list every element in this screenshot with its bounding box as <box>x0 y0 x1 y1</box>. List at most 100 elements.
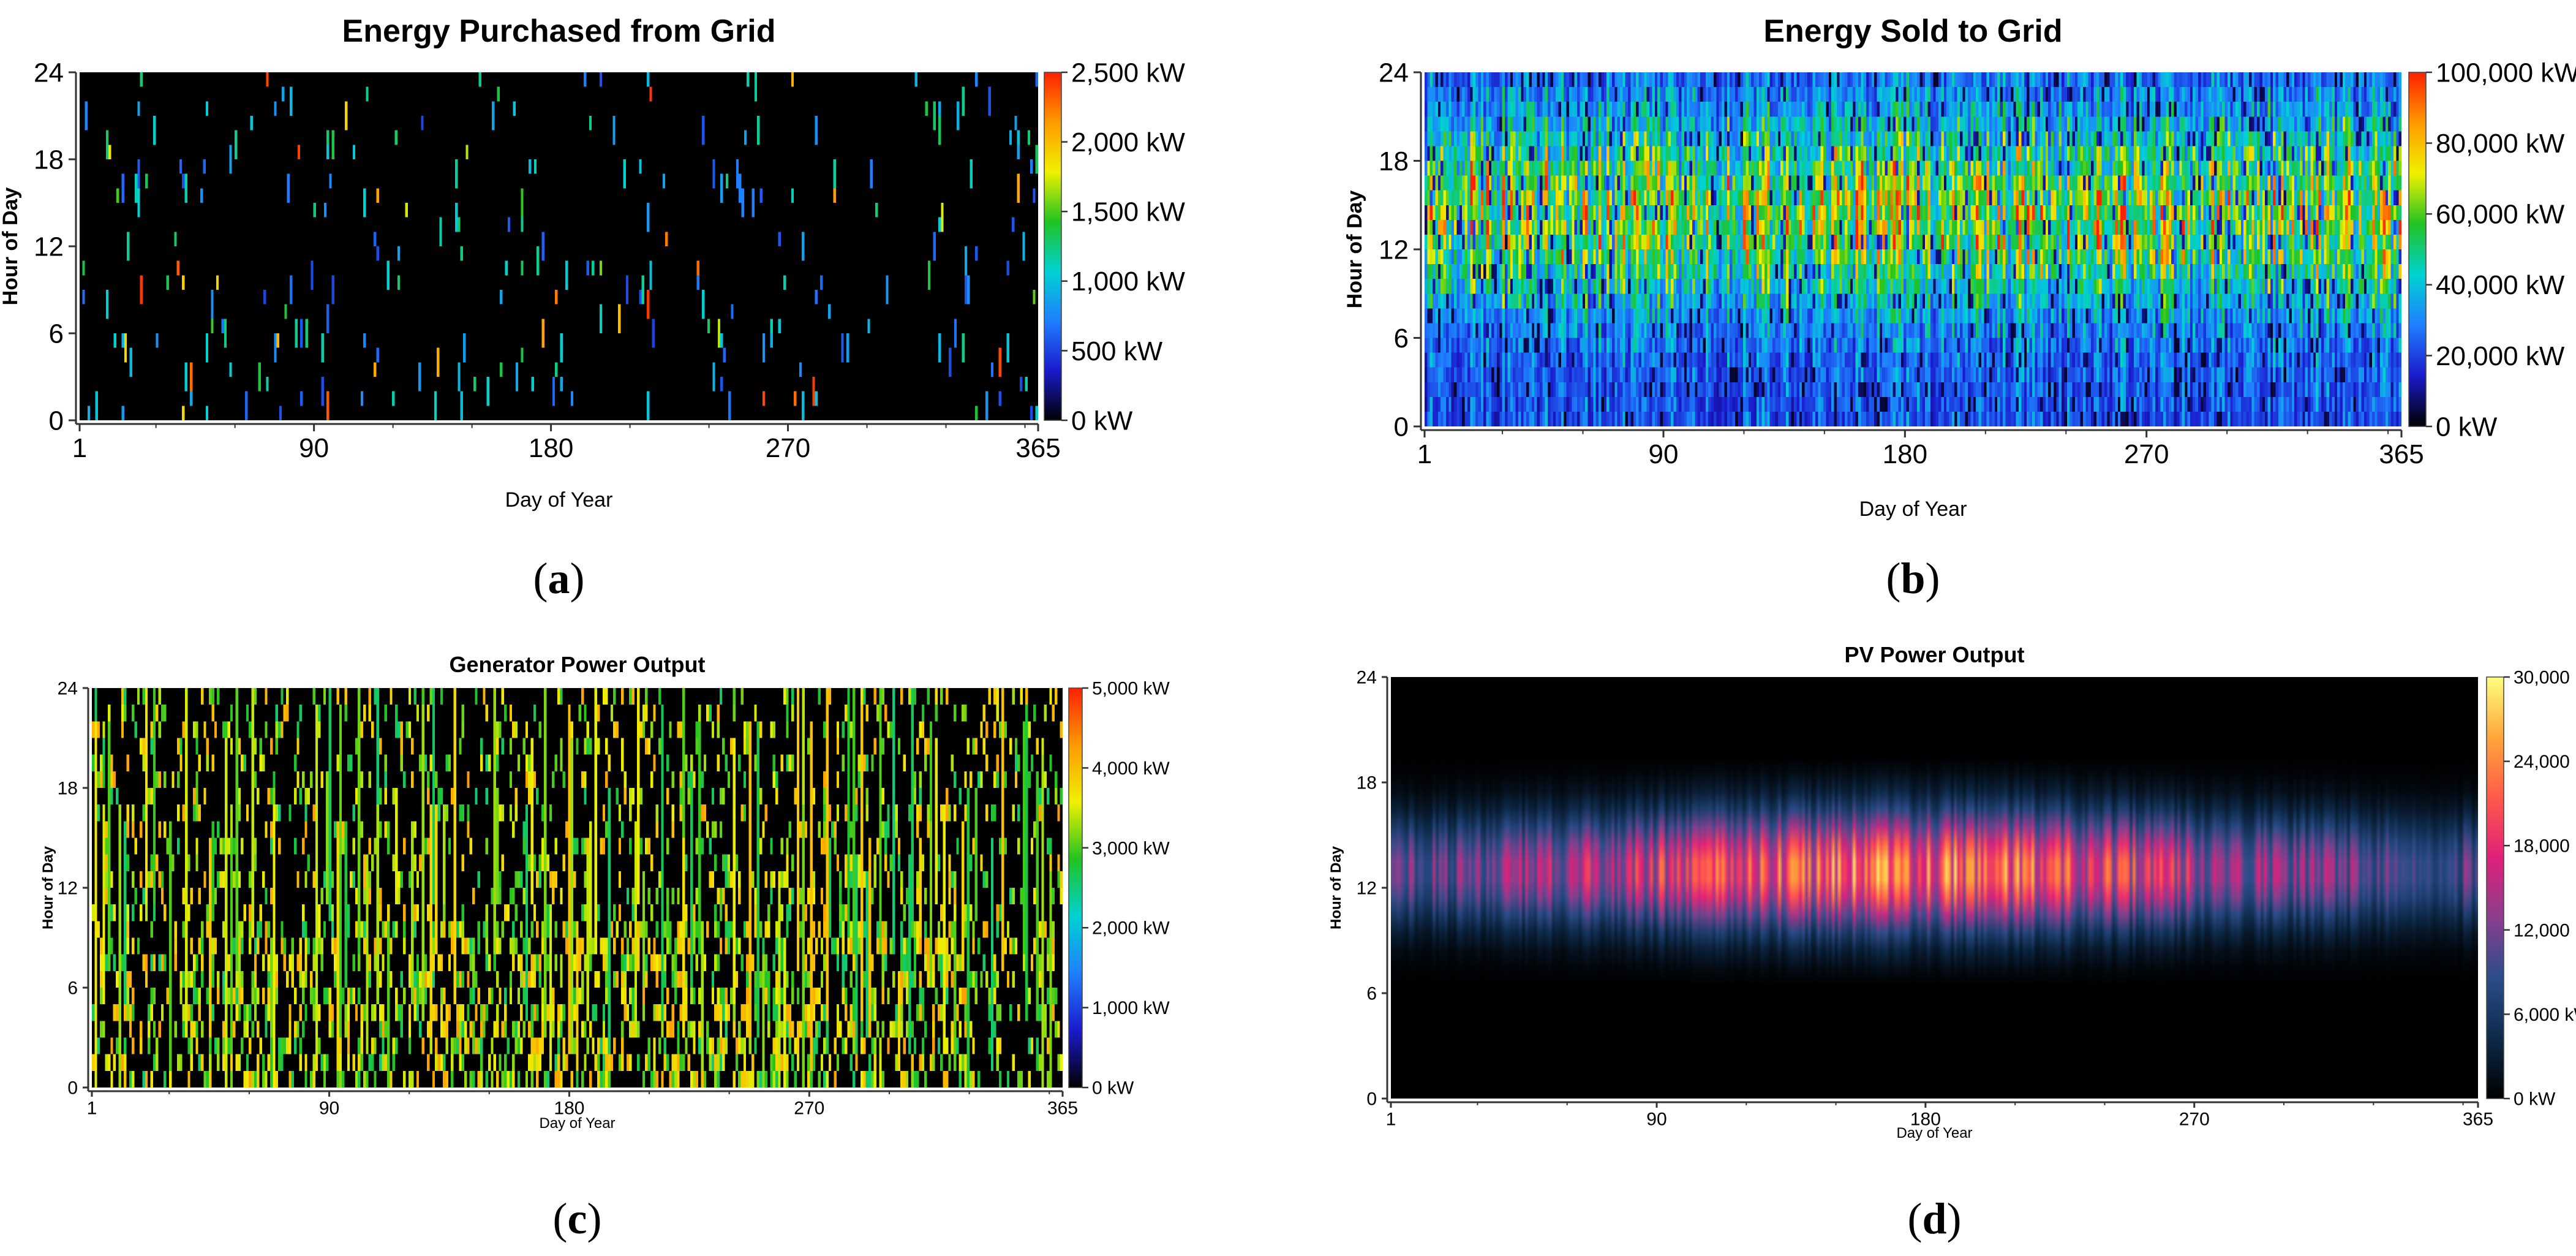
subfigure-letter: a <box>548 554 570 603</box>
y-axis-label: Hour of Day <box>0 187 22 306</box>
heatmap-svg: Energy Sold to Grid 1 90 180 270 365 0 6 12 18 24 D… <box>1343 13 2576 603</box>
y-tick-label: 24 <box>1379 58 1409 88</box>
y-tick-label: 12 <box>34 232 64 262</box>
subfigure-label: (b) <box>1886 554 1940 603</box>
x-tick-label: 365 <box>1015 433 1060 463</box>
y-axis-label: Hour of Day <box>1343 191 1366 309</box>
colorbar <box>2408 72 2427 427</box>
y-tick-label: 0 <box>1366 1089 1377 1110</box>
x-tick-label: 180 <box>529 433 573 463</box>
colorbar-tick-label: 40,000 kW <box>2436 270 2565 300</box>
colorbar-tick-label: 0 kW <box>2514 1089 2556 1110</box>
x-axis-label: Day of Year <box>1859 497 1967 521</box>
x-axis-label: Day of Year <box>539 1115 615 1132</box>
colorbar-tick-label: 30,000 kW <box>2514 668 2576 688</box>
chart-panel-pv-output: PV Power Output 1 90 180 270 365 0 6 12 18 24 Day o… <box>1288 628 2576 1256</box>
y-tick-label: 12 <box>58 879 78 899</box>
x-tick-label: 90 <box>319 1099 339 1119</box>
chart-title: Generator Power Output <box>449 652 705 677</box>
x-axis-label: Day of Year <box>505 488 613 512</box>
colorbar <box>1044 72 1062 421</box>
heatmap-cells <box>1425 72 2401 426</box>
y-axis-label: Hour of Day <box>1328 846 1344 929</box>
heatmap-svg: Energy Purchased from Grid 1 90 180 270 365 0 6… <box>0 13 1185 603</box>
y-tick-label: 6 <box>67 978 78 999</box>
x-tick-label: 270 <box>2179 1110 2210 1130</box>
y-tick-label: 24 <box>1357 668 1377 688</box>
chart-panel-generator-output: Generator Power Output 1 90 180 270 365 0 6 12 18… <box>0 628 1288 1256</box>
y-tick-label: 6 <box>1366 984 1377 1004</box>
colorbar-tick-label: 2,500 kW <box>1071 58 1185 88</box>
colorbar-tick-label: 0 kW <box>2436 412 2498 442</box>
colorbar-tick-label: 0 kW <box>1092 1078 1134 1099</box>
x-tick-label: 1 <box>1417 439 1432 469</box>
y-tick-label: 18 <box>34 145 64 175</box>
x-tick-label: 90 <box>1649 439 1679 469</box>
y-tick-label: 0 <box>67 1078 78 1099</box>
colorbar-tick-label: 18,000 kW <box>2514 836 2576 857</box>
subfigure-letter: d <box>1922 1194 1946 1243</box>
y-tick-label: 18 <box>1357 773 1377 793</box>
colorbar <box>2486 676 2504 1099</box>
colorbar-tick-label: 5,000 kW <box>1092 679 1170 699</box>
colorbar-tick-label: 2,000 kW <box>1071 127 1185 157</box>
x-tick-label: 90 <box>1646 1110 1666 1130</box>
subfigure-letter: b <box>1900 554 1925 603</box>
x-tick-label: 365 <box>2463 1110 2493 1130</box>
y-tick-label: 0 <box>1394 412 1409 442</box>
colorbar-tick-label: 1,500 kW <box>1071 197 1185 227</box>
colorbar-tick-label: 24,000 kW <box>2514 752 2576 772</box>
x-tick-label: 180 <box>554 1099 584 1119</box>
subfigure-label: (d) <box>1907 1194 1961 1243</box>
x-tick-label: 1 <box>87 1099 97 1119</box>
x-tick-label: 365 <box>1047 1099 1078 1119</box>
subfigure-letter: c <box>568 1194 587 1243</box>
colorbar-tick-label: 6,000 kW <box>2514 1005 2576 1025</box>
x-axis-label: Day of Year <box>1896 1125 1972 1141</box>
colorbar-tick-label: 1,000 kW <box>1092 998 1170 1018</box>
y-tick-label: 0 <box>49 406 64 436</box>
y-tick-label: 18 <box>58 779 78 799</box>
subfigure-label: (c) <box>553 1194 602 1243</box>
colorbar-tick-label: 2,000 kW <box>1092 918 1170 939</box>
heatmap-svg: PV Power Output 1 90 180 270 365 0 6 12 18 24 Day o… <box>1328 642 2576 1243</box>
y-tick-label: 12 <box>1379 235 1409 265</box>
x-tick-label: 1 <box>1386 1110 1396 1130</box>
x-tick-label: 90 <box>299 433 329 463</box>
colorbar-tick-label: 500 kW <box>1071 336 1163 366</box>
y-tick-label: 6 <box>1394 323 1409 354</box>
chart-panel-energy-sold: Energy Sold to Grid 1 90 180 270 365 0 6 12 18 24 D… <box>1288 0 2576 628</box>
x-tick-label: 270 <box>794 1099 824 1119</box>
x-tick-label: 270 <box>2124 439 2169 469</box>
heatmap-cells <box>80 72 1038 420</box>
chart-panel-energy-purchased: Energy Purchased from Grid 1 90 180 270 365 0 6… <box>0 0 1288 628</box>
colorbar-tick-label: 20,000 kW <box>2436 341 2565 371</box>
colorbar <box>1068 687 1083 1088</box>
heatmap-cells <box>92 688 1063 1088</box>
chart-title: PV Power Output <box>1844 642 2024 667</box>
colorbar-tick-label: 100,000 kW <box>2436 58 2576 88</box>
y-tick-label: 24 <box>58 679 78 699</box>
x-tick-label: 270 <box>766 433 810 463</box>
colorbar-tick-label: 0 kW <box>1071 406 1133 436</box>
y-tick-label: 24 <box>34 58 64 88</box>
subfigure-label: (a) <box>533 554 585 603</box>
heatmap-svg: Generator Power Output 1 90 180 270 365 0 6 12 18… <box>40 652 1170 1243</box>
colorbar-tick-label: 3,000 kW <box>1092 838 1170 858</box>
colorbar-tick-label: 4,000 kW <box>1092 759 1170 779</box>
heatmap-cells <box>1391 677 2478 1099</box>
y-tick-label: 6 <box>49 319 64 349</box>
x-tick-label: 180 <box>1910 1110 1941 1130</box>
colorbar-tick-label: 80,000 kW <box>2436 129 2565 159</box>
chart-title: Energy Purchased from Grid <box>342 13 776 49</box>
chart-title: Energy Sold to Grid <box>1763 13 2062 49</box>
colorbar-tick-label: 12,000 kW <box>2514 920 2576 940</box>
colorbar-tick-label: 60,000 kW <box>2436 200 2565 230</box>
x-tick-label: 1 <box>72 433 87 463</box>
y-tick-label: 18 <box>1379 146 1409 176</box>
colorbar-tick-label: 1,000 kW <box>1071 267 1185 297</box>
x-tick-label: 365 <box>2379 439 2423 469</box>
y-tick-label: 12 <box>1357 879 1377 899</box>
x-tick-label: 180 <box>1883 439 1927 469</box>
y-axis-label: Hour of Day <box>40 846 56 929</box>
